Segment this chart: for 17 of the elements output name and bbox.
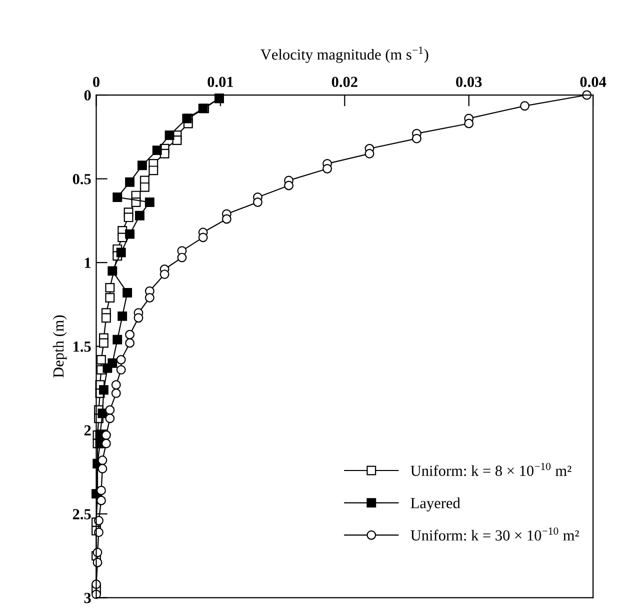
legend-label: Uniform: k = 30 × 10$^{−10}$ m²: [410, 527, 579, 541]
x-axis-title: Velocity magnitude (m s$^{−1}$): [260, 46, 428, 63]
x-tick-label: 0.01: [208, 76, 234, 88]
legend-label: Layered: [410, 498, 460, 512]
y-tick-label: 2: [84, 425, 91, 436]
x-tick-label: 0: [93, 76, 100, 88]
x-tick-label: 0.02: [332, 76, 358, 88]
x-tick-label: 0.04: [580, 76, 606, 88]
y-tick-label: 1: [84, 258, 91, 268]
legend-label: Uniform: k = 8 × 10$^{−10}$ m²: [410, 462, 572, 476]
x-tick-label: 0.03: [456, 76, 482, 88]
y-tick-label: 1.5: [74, 342, 91, 352]
y-tick-label: 0: [84, 90, 91, 100]
y-tick-label: 0.5: [72, 174, 91, 184]
y-tick-label: 3: [84, 592, 91, 604]
y-tick-label: 2.5: [72, 509, 91, 520]
y-axis-title: Depth (m): [52, 315, 67, 378]
